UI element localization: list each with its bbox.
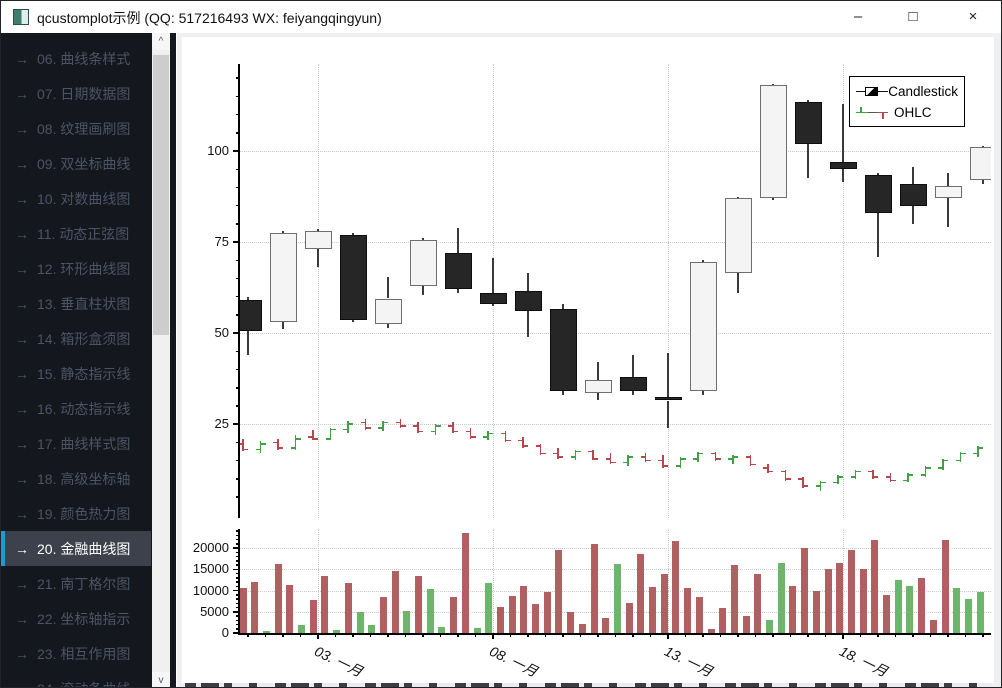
arrow-icon: → — [15, 260, 29, 277]
sidebar-item-12[interactable]: → 12. 环形曲线图 — [1, 251, 151, 286]
arrow-icon: → — [15, 365, 29, 382]
legend-item-ohlc: OHLC — [856, 102, 958, 123]
arrow-icon: → — [15, 610, 29, 627]
scroll-down-button[interactable]: v — [152, 672, 170, 687]
sidebar-item-20[interactable]: → 20. 金融曲线图 — [1, 531, 151, 566]
sidebar-item-label: 22. 坐标轴指示 — [37, 610, 131, 627]
arrow-icon: → — [15, 575, 29, 592]
arrow-icon: → — [15, 295, 29, 312]
chart-legend: Candlestick OHLC — [849, 76, 965, 127]
window-title: qcustomplot示例 (QQ: 517216493 WX: feiyang… — [37, 10, 382, 26]
legend-label: OHLC — [894, 105, 932, 120]
app-icon — [13, 9, 29, 25]
sidebar-item-17[interactable]: → 17. 曲线样式图 — [1, 426, 151, 461]
sidebar-item-07[interactable]: → 07. 日期数据图 — [1, 76, 151, 111]
sidebar-item-label: 16. 动态指示线 — [37, 400, 131, 417]
legend-label: Candlestick — [888, 84, 958, 99]
sidebar-item-16[interactable]: → 16. 动态指示线 — [1, 391, 151, 426]
sidebar-item-label: 15. 静态指示线 — [37, 365, 131, 382]
sidebar-item-label: 18. 高级坐标轴 — [37, 470, 131, 487]
clipped-text-strip — [185, 683, 991, 687]
selected-accent-bar — [1, 531, 5, 566]
sidebar-item-21[interactable]: → 21. 南丁格尔图 — [1, 566, 151, 601]
plot-widget — [182, 37, 994, 683]
sidebar-item-label: 11. 动态正弦图 — [37, 225, 130, 242]
sidebar-scrollbar[interactable]: ^ v — [152, 33, 170, 687]
arrow-icon: → — [15, 645, 29, 662]
candlestick-legend-icon — [856, 85, 888, 99]
sidebar-item-label: 20. 金融曲线图 — [37, 540, 131, 557]
title-bar[interactable]: qcustomplot示例 (QQ: 517216493 WX: feiyang… — [1, 1, 1001, 33]
arrow-icon: → — [15, 435, 29, 452]
chart-panel — [177, 33, 1001, 687]
sidebar-item-13[interactable]: → 13. 垂直柱状图 — [1, 286, 151, 321]
sidebar-item-22[interactable]: → 22. 坐标轴指示 — [1, 601, 151, 636]
arrow-icon: → — [15, 190, 29, 207]
scrollbar-thumb[interactable] — [153, 55, 169, 335]
sidebar-item-label: 07. 日期数据图 — [37, 85, 131, 102]
sidebar-item-24[interactable]: → 24. 滚动条曲线 — [1, 671, 151, 688]
arrow-icon: → — [15, 85, 29, 102]
ohlc-legend-icon — [856, 106, 888, 120]
sidebar-item-09[interactable]: → 09. 双坐标曲线 — [1, 146, 151, 181]
sidebar-item-label: 06. 曲线条样式 — [37, 50, 131, 67]
sidebar-item-label: 21. 南丁格尔图 — [37, 575, 131, 592]
scroll-up-button[interactable]: ^ — [152, 33, 170, 50]
arrow-icon: → — [15, 681, 29, 688]
sidebar-item-11[interactable]: → 11. 动态正弦图 — [1, 216, 151, 251]
sidebar-item-19[interactable]: → 19. 颜色热力图 — [1, 496, 151, 531]
arrow-icon: → — [15, 470, 29, 487]
sidebar-item-14[interactable]: → 14. 箱形盒须图 — [1, 321, 151, 356]
arrow-icon: → — [15, 225, 29, 242]
sidebar-item-label: 08. 纹理画刷图 — [37, 120, 131, 137]
sidebar-item-label: 10. 对数曲线图 — [37, 190, 131, 207]
arrow-icon: → — [15, 540, 29, 557]
sidebar-item-label: 14. 箱形盒须图 — [37, 330, 131, 347]
sidebar-item-08[interactable]: → 08. 纹理画刷图 — [1, 111, 151, 146]
arrow-icon: → — [15, 505, 29, 522]
sidebar-item-15[interactable]: → 15. 静态指示线 — [1, 356, 151, 391]
sidebar-item-label: 19. 颜色热力图 — [37, 505, 131, 522]
legend-item-candlestick: Candlestick — [856, 81, 958, 102]
arrow-icon: → — [15, 330, 29, 347]
sidebar-item-23[interactable]: → 23. 相互作用图 — [1, 636, 151, 671]
sidebar-item-06[interactable]: → 06. 曲线条样式 — [1, 41, 151, 76]
close-button[interactable]: × — [968, 8, 978, 25]
sidebar-item-label: 23. 相互作用图 — [37, 645, 131, 662]
arrow-icon: → — [15, 120, 29, 137]
sidebar: → 06. 曲线条样式 → 07. 日期数据图 → 08. 纹理画刷图 → 09. 双坐标曲线… — [1, 33, 176, 688]
sidebar-item-label: 17. 曲线样式图 — [37, 435, 131, 452]
arrow-icon: → — [15, 155, 29, 172]
sidebar-item-18[interactable]: → 18. 高级坐标轴 — [1, 461, 151, 496]
sidebar-item-label: 12. 环形曲线图 — [37, 260, 131, 277]
sidebar-item-label: 24. 滚动条曲线 — [37, 679, 130, 688]
sidebar-item-label: 09. 双坐标曲线 — [37, 155, 131, 172]
minimize-button[interactable]: – — [853, 8, 863, 25]
sidebar-item-10[interactable]: → 10. 对数曲线图 — [1, 181, 151, 216]
maximize-button[interactable]: □ — [908, 8, 918, 25]
sidebar-item-label: 13. 垂直柱状图 — [37, 295, 131, 312]
arrow-icon: → — [15, 400, 29, 417]
arrow-icon: → — [15, 50, 29, 67]
